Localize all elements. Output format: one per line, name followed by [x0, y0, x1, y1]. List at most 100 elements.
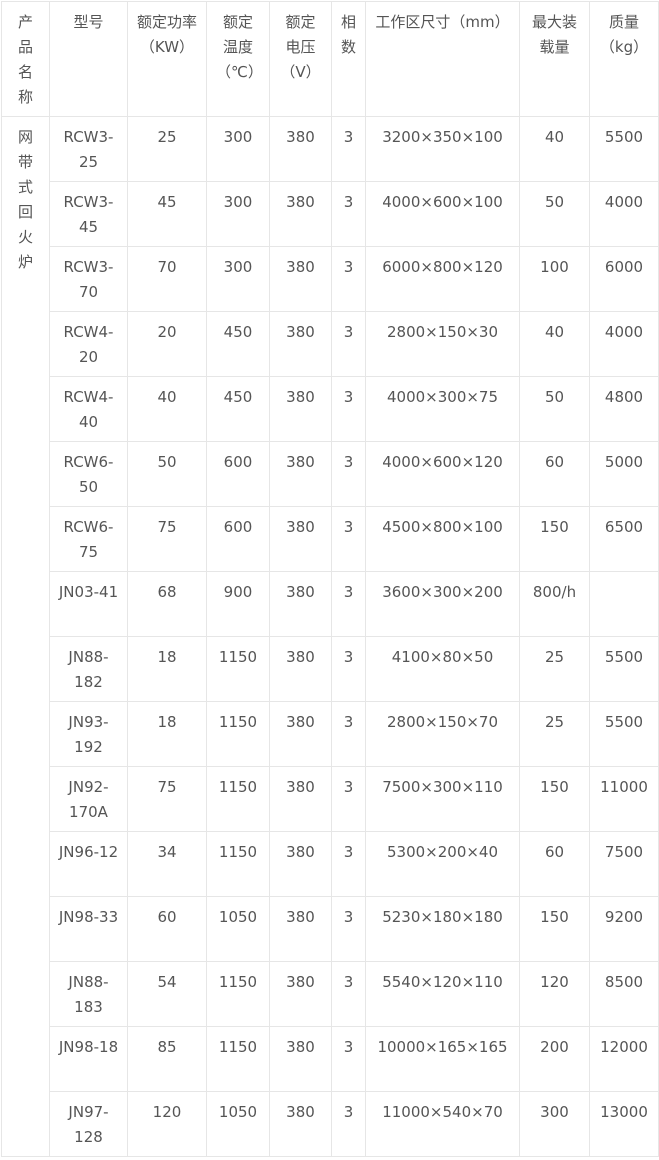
cell: JN92-170A	[49, 766, 128, 832]
cell: 12000	[589, 1026, 659, 1092]
cell: 600	[206, 441, 270, 507]
cell: JN98-18	[49, 1026, 128, 1092]
cell: 4000×600×120	[365, 441, 520, 507]
cell: 4500×800×100	[365, 506, 520, 572]
cell: 7500×300×110	[365, 766, 520, 832]
cell: 800/h	[519, 571, 590, 637]
cell: 300	[519, 1091, 590, 1157]
table-row: 网带式回火炉 RCW3-25 25 300 380 3 3200×350×100 40 5500	[1, 116, 659, 1157]
cell: 3	[331, 1091, 366, 1157]
cell: 1150	[206, 1026, 270, 1092]
cell: 380	[269, 766, 332, 832]
cell	[589, 571, 659, 637]
cell: 50	[519, 181, 590, 247]
cell: 900	[206, 571, 270, 637]
cell: 150	[519, 766, 590, 832]
cell: 1050	[206, 1091, 270, 1157]
table-row: JN98-33 60 1050 380 3 5230×180×180 150 9200	[2, 896, 659, 962]
cell: 380	[269, 1026, 332, 1092]
cell: 3	[331, 311, 366, 377]
cell: 85	[127, 1026, 207, 1092]
cell: RCW4-20	[49, 311, 128, 377]
header-cell: 最大装载量	[519, 1, 590, 117]
cell: 380	[269, 1091, 332, 1157]
cell: 60	[519, 441, 590, 507]
cell: 450	[206, 376, 270, 442]
cell: JN03-41	[49, 571, 128, 637]
cell: 1150	[206, 766, 270, 832]
cell: 3	[331, 831, 366, 897]
cell: 5500	[589, 116, 659, 182]
cell: 40	[519, 116, 590, 182]
cell: 120	[127, 1091, 207, 1157]
cell: 600	[206, 506, 270, 572]
cell: 380	[269, 571, 332, 637]
cell: 2800×150×70	[365, 701, 520, 767]
header-cell: 工作区尺寸（mm）	[365, 1, 520, 117]
table-body: 网带式回火炉 RCW3-25 25 300 380 3 3200×350×100 40 5500…	[1, 116, 659, 1157]
cell: 380	[269, 896, 332, 962]
cell: JN98-33	[49, 896, 128, 962]
cell: 13000	[589, 1091, 659, 1157]
table-row: RCW4-40 40 450 380 3 4000×300×75 50 4800	[2, 376, 659, 442]
cell: 4800	[589, 376, 659, 442]
cell: 10000×165×165	[365, 1026, 520, 1092]
cell: 2800×150×30	[365, 311, 520, 377]
cell: 3	[331, 506, 366, 572]
cell: 50	[127, 441, 207, 507]
table-row: JN88-183 54 1150 380 3 5540×120×110 120 8500	[2, 961, 659, 1027]
cell: 380	[269, 246, 332, 312]
cell: RCW6-50	[49, 441, 128, 507]
cell: 5300×200×40	[365, 831, 520, 897]
cell: 50	[519, 376, 590, 442]
cell: JN88-182	[49, 636, 128, 702]
table-row: JN96-12 34 1150 380 3 5300×200×40 60 7500	[2, 831, 659, 897]
cell: 5000	[589, 441, 659, 507]
table-row: RCW4-20 20 450 380 3 2800×150×30 40 4000	[2, 311, 659, 377]
cell: 18	[127, 636, 207, 702]
header-cell: 产品名称	[1, 1, 50, 117]
cell: 3	[331, 376, 366, 442]
cell: 3	[331, 961, 366, 1027]
cell: 200	[519, 1026, 590, 1092]
cell: 380	[269, 441, 332, 507]
cell: 100	[519, 246, 590, 312]
table-row: RCW3-70 70 300 380 3 6000×800×120 100 6000	[2, 246, 659, 312]
cell: 75	[127, 766, 207, 832]
cell: 3	[331, 246, 366, 312]
cell: 20	[127, 311, 207, 377]
cell: 3	[331, 1026, 366, 1092]
cell: 4000×600×100	[365, 181, 520, 247]
cell: 5230×180×180	[365, 896, 520, 962]
cell: 25	[519, 636, 590, 702]
cell: 25	[519, 701, 590, 767]
table-row: JN88-182 18 1150 380 3 4100×80×50 25 5500	[2, 636, 659, 702]
cell: 3	[331, 701, 366, 767]
cell: RCW4-40	[49, 376, 128, 442]
cell: 25	[127, 116, 207, 182]
table-row: JN97-128 120 1050 380 3 11000×540×70 300 13000	[2, 1091, 659, 1157]
cell: 8500	[589, 961, 659, 1027]
cell: 18	[127, 701, 207, 767]
cell: JN96-12	[49, 831, 128, 897]
header-cell: 相数	[331, 1, 366, 117]
cell: 3	[331, 636, 366, 702]
cell: JN88-183	[49, 961, 128, 1027]
cell: 60	[519, 831, 590, 897]
cell: 40	[519, 311, 590, 377]
cell: 3	[331, 571, 366, 637]
header-cell: 质量（kg）	[589, 1, 659, 117]
cell: 7500	[589, 831, 659, 897]
cell: 380	[269, 636, 332, 702]
cell: 9200	[589, 896, 659, 962]
table-row: JN03-41 68 900 380 3 3600×300×200 800/h	[2, 571, 659, 637]
cell: RCW6-75	[49, 506, 128, 572]
cell: 4000×300×75	[365, 376, 520, 442]
cell: RCW3-25	[49, 116, 128, 182]
cell: 11000×540×70	[365, 1091, 520, 1157]
header-row: 产品名称 型号 额定功率（KW） 额定温度（℃） 额定电压（V） 相数 工作区尺寸（mm）最…	[1, 1, 659, 117]
cell: 3	[331, 181, 366, 247]
cell: 3	[331, 116, 366, 182]
